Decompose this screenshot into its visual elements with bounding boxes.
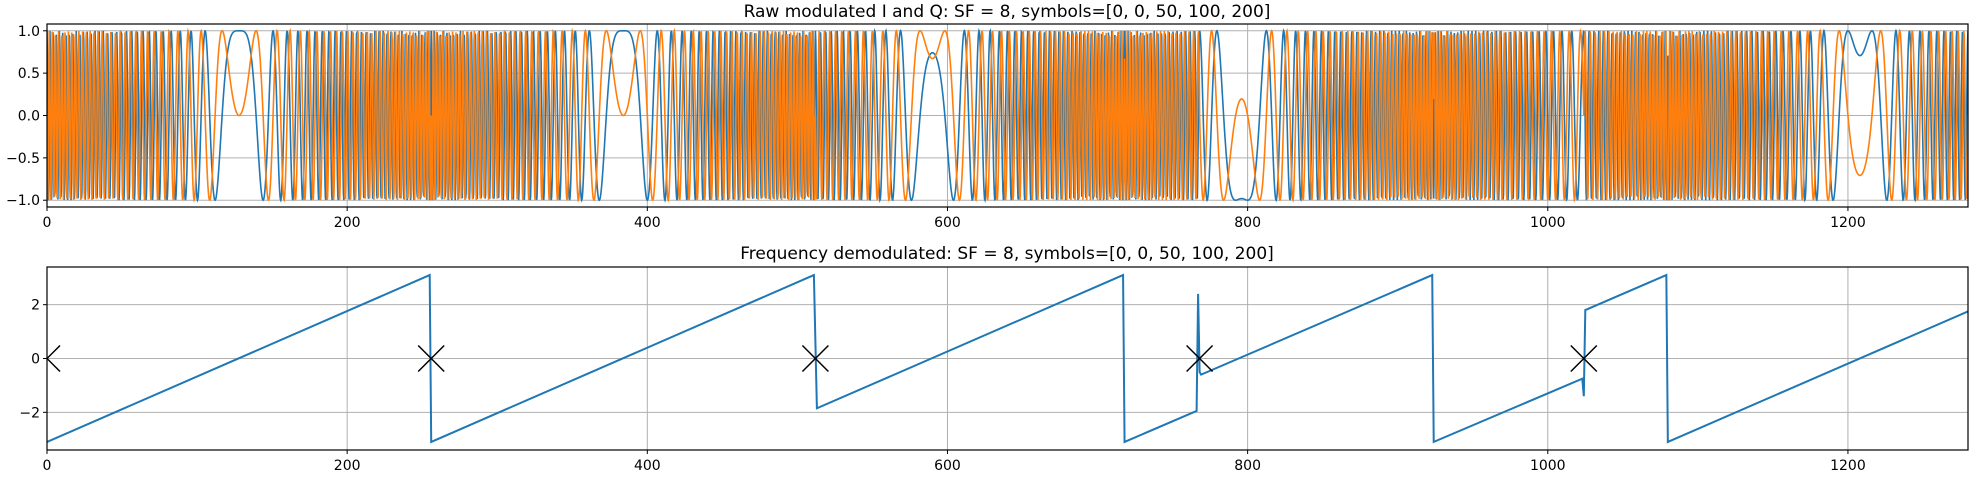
- iq-plot-area: [47, 27, 1968, 203]
- x-tick-label: 800: [1234, 215, 1261, 231]
- y-tick-label: 0: [31, 352, 40, 368]
- x-tick-label: 400: [634, 215, 661, 231]
- x-tick-label: 600: [934, 215, 961, 231]
- x-tick-label: 1000: [1530, 215, 1566, 231]
- symbol-marker-x: [1570, 344, 1598, 373]
- y-tick-label: 2: [31, 298, 40, 314]
- y-tick-label: −1.0: [6, 193, 40, 209]
- demod-plot-area: [47, 273, 1968, 444]
- x-tick-label: 1200: [1830, 458, 1866, 474]
- symbol-marker-x: [801, 344, 829, 373]
- y-tick-label: −2: [19, 405, 40, 421]
- y-tick-label: −0.5: [6, 151, 40, 167]
- iq-chart-title: Raw modulated I and Q: SF = 8, symbols=[…: [744, 2, 1271, 22]
- demod-chart-title: Frequency demodulated: SF = 8, symbols=[…: [740, 244, 1274, 264]
- x-tick-label: 1200: [1830, 215, 1866, 231]
- iq-chart: Raw modulated I and Q: SF = 8, symbols=[…: [6, 2, 1969, 231]
- y-tick-label: 0.5: [18, 66, 40, 82]
- series-line-sin: [47, 27, 1968, 203]
- x-tick-label: 800: [1234, 458, 1261, 474]
- x-tick-label: 400: [634, 458, 661, 474]
- y-tick-label: 0.0: [18, 109, 40, 125]
- x-tick-label: 1000: [1530, 458, 1566, 474]
- y-tick-label: 1.0: [18, 24, 40, 40]
- x-tick-label: 0: [43, 215, 52, 231]
- symbol-marker-x: [47, 344, 61, 373]
- x-tick-label: 200: [334, 215, 361, 231]
- iq-ticks: 0 200 400 600 800 1000 1200 1.0 0.5 0.0 −0.5 −1.0: [6, 24, 1866, 231]
- demod-chart: Frequency demodulated: SF = 8, symbols=[…: [19, 244, 1969, 474]
- x-tick-label: 200: [334, 458, 361, 474]
- symbol-marker-x: [417, 344, 445, 373]
- demod-series-line: [47, 273, 1968, 444]
- demod-grid: [46, 267, 1968, 450]
- symbol-marker-x: [1186, 344, 1214, 373]
- x-tick-label: 0: [43, 458, 52, 474]
- demod-ticks: 0 200 400 600 800 1000 1200 2 0 −2: [19, 298, 1865, 474]
- x-tick-label: 600: [934, 458, 961, 474]
